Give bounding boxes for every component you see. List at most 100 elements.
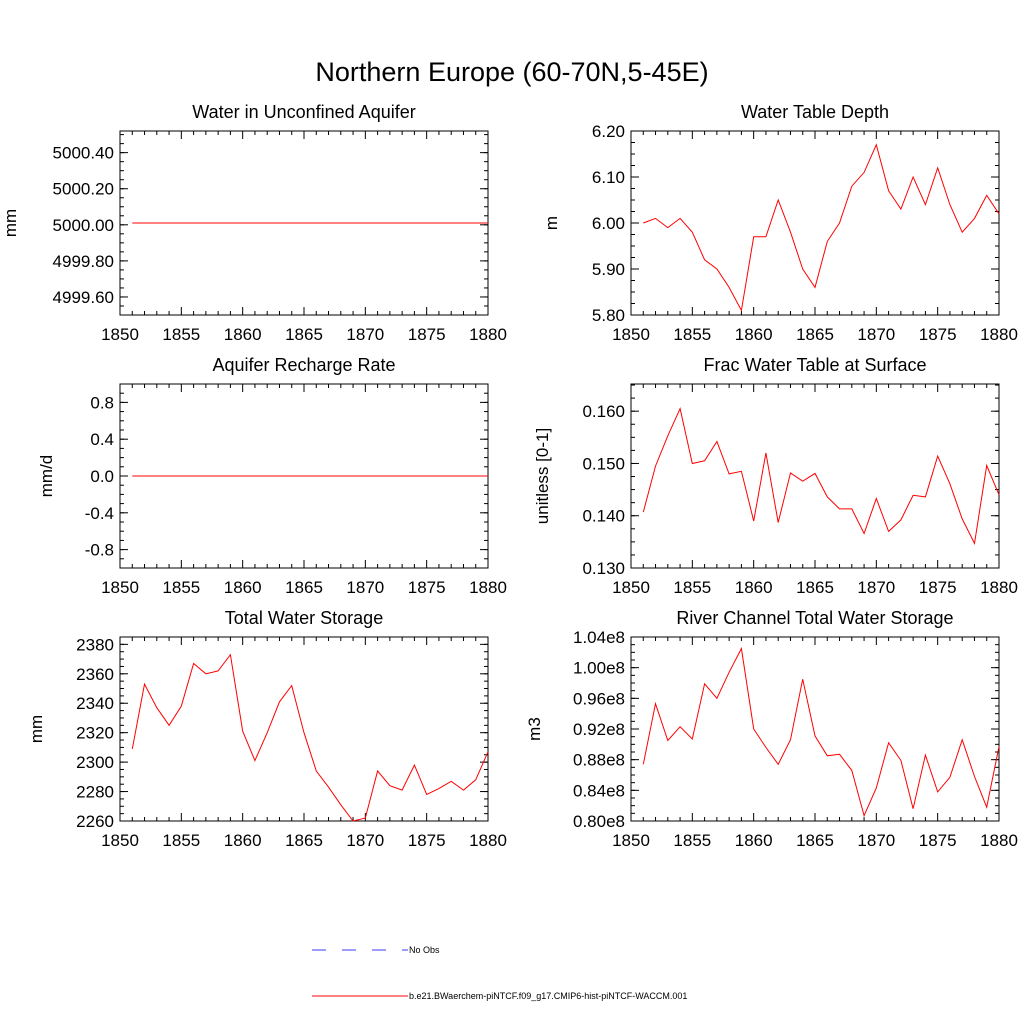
- y-tick-label: 5000.20: [53, 180, 114, 199]
- x-tick-label: 1880: [980, 578, 1018, 597]
- x-tick-label: 1880: [469, 325, 507, 344]
- series-line: [643, 143, 1000, 312]
- y-axis-label: mm: [1, 209, 20, 237]
- x-tick-label: 1850: [612, 578, 650, 597]
- x-tick-label: 1870: [857, 831, 895, 850]
- panel-4: Frac Water Table at Surface unitless [0-1…: [533, 355, 1018, 597]
- legend-label-model: b.e21.BWaerchem-piNTCF.f09_g17.CMIP6-his…: [409, 991, 687, 1001]
- panel-6: River Channel Total Water Storage m3 1850 1…: [525, 608, 1018, 850]
- x-tick-label: 1850: [612, 325, 650, 344]
- x-tick-label: 1860: [735, 831, 773, 850]
- y-tick-label: 5.80: [592, 306, 625, 325]
- y-tick-label: 0.140: [582, 507, 625, 526]
- x-tick-label: 1865: [285, 831, 323, 850]
- y-axis-label: m3: [525, 717, 544, 741]
- panel-3: Aquifer Recharge Rate mm/d 1850 1855 1860 186…: [37, 355, 507, 597]
- y-tick-label: 0.0: [90, 467, 114, 486]
- x-tick-label: 1850: [612, 831, 650, 850]
- x-tick-label: 1880: [980, 325, 1018, 344]
- x-tick-label: 1875: [408, 325, 446, 344]
- panel-title: Total Water Storage: [225, 608, 383, 628]
- y-tick-label: 5000.40: [53, 144, 114, 163]
- legend: No Obs b.e21.BWaerchem-piNTCF.f09_g17.CM…: [312, 945, 687, 1001]
- y-axis-label: mm: [27, 715, 46, 743]
- panels: Water in Unconfined Aquifer mm 1850 1855 186…: [1, 102, 1018, 850]
- x-tick-label: 1870: [857, 578, 895, 597]
- y-tick-label: 2380: [76, 635, 114, 654]
- x-tick-label: 1865: [285, 325, 323, 344]
- y-tick-label: 0.4: [90, 430, 114, 449]
- y-tick-label: 4999.60: [53, 288, 114, 307]
- x-tick-label: 1875: [408, 578, 446, 597]
- x-tick-label: 1860: [224, 578, 262, 597]
- x-tick-label: 1855: [162, 325, 200, 344]
- y-tick-label: 0.130: [582, 559, 625, 578]
- series-line: [131, 653, 489, 822]
- panel-1: Water in Unconfined Aquifer mm 1850 1855 186…: [1, 102, 507, 344]
- x-tick-label: 1855: [162, 831, 200, 850]
- y-tick-label: 6.20: [592, 122, 625, 141]
- y-tick-label: 2320: [76, 724, 114, 743]
- figure-title: Northern Europe (60-70N,5-45E): [315, 57, 708, 87]
- panel-title: Water in Unconfined Aquifer: [192, 102, 415, 122]
- y-tick-label: 0.8: [90, 393, 114, 412]
- x-tick-label: 1860: [735, 578, 773, 597]
- y-tick-label: 0.84e8: [573, 781, 625, 800]
- x-tick-label: 1855: [673, 831, 711, 850]
- y-tick-label: 4999.80: [53, 252, 114, 271]
- x-tick-label: 1850: [101, 325, 139, 344]
- y-axis-label: unitless [0-1]: [533, 428, 552, 524]
- y-tick-label: 2280: [76, 783, 114, 802]
- panel-5: Total Water Storage mm 1850 1855 1860 1865 187…: [27, 608, 507, 850]
- x-tick-label: 1875: [919, 578, 957, 597]
- y-tick-label: 2260: [76, 812, 114, 831]
- y-tick-label: 2340: [76, 694, 114, 713]
- x-tick-label: 1880: [469, 578, 507, 597]
- x-tick-label: 1860: [735, 325, 773, 344]
- y-tick-label: -0.8: [85, 541, 114, 560]
- y-tick-label: 5.90: [592, 260, 625, 279]
- x-tick-label: 1880: [980, 831, 1018, 850]
- y-tick-label: 1.00e8: [573, 659, 625, 678]
- y-tick-label: 0.92e8: [573, 720, 625, 739]
- x-tick-label: 1875: [919, 325, 957, 344]
- series-line: [642, 407, 1000, 546]
- y-axis-label: m: [542, 216, 561, 230]
- y-tick-label: -0.4: [85, 504, 114, 523]
- y-tick-label: 0.160: [582, 402, 625, 421]
- y-tick-label: 2300: [76, 753, 114, 772]
- x-tick-label: 1870: [346, 578, 384, 597]
- legend-label-no-obs: No Obs: [409, 945, 440, 955]
- x-tick-label: 1865: [285, 578, 323, 597]
- x-tick-label: 1865: [796, 325, 834, 344]
- x-tick-label: 1870: [346, 831, 384, 850]
- x-tick-label: 1860: [224, 831, 262, 850]
- x-tick-label: 1865: [796, 831, 834, 850]
- y-tick-label: 1.04e8: [573, 628, 625, 647]
- x-tick-label: 1875: [408, 831, 446, 850]
- x-tick-label: 1850: [101, 831, 139, 850]
- y-tick-label: 5000.00: [53, 216, 114, 235]
- x-tick-label: 1860: [224, 325, 262, 344]
- x-tick-label: 1870: [346, 325, 384, 344]
- y-tick-label: 6.10: [592, 168, 625, 187]
- y-tick-label: 0.80e8: [573, 812, 625, 831]
- series-line: [642, 646, 1000, 818]
- x-tick-label: 1865: [796, 578, 834, 597]
- x-tick-label: 1880: [469, 831, 507, 850]
- x-tick-label: 1855: [162, 578, 200, 597]
- x-tick-label: 1850: [101, 578, 139, 597]
- panel-title: Water Table Depth: [741, 102, 889, 122]
- x-tick-label: 1855: [673, 578, 711, 597]
- panel-title: Frac Water Table at Surface: [703, 355, 926, 375]
- y-tick-label: 0.150: [582, 454, 625, 473]
- x-tick-label: 1870: [857, 325, 895, 344]
- y-tick-label: 0.88e8: [573, 751, 625, 770]
- x-tick-label: 1855: [673, 325, 711, 344]
- y-tick-label: 6.00: [592, 214, 625, 233]
- x-tick-label: 1875: [919, 831, 957, 850]
- y-axis-label: mm/d: [37, 455, 56, 498]
- panel-title: Aquifer Recharge Rate: [212, 355, 395, 375]
